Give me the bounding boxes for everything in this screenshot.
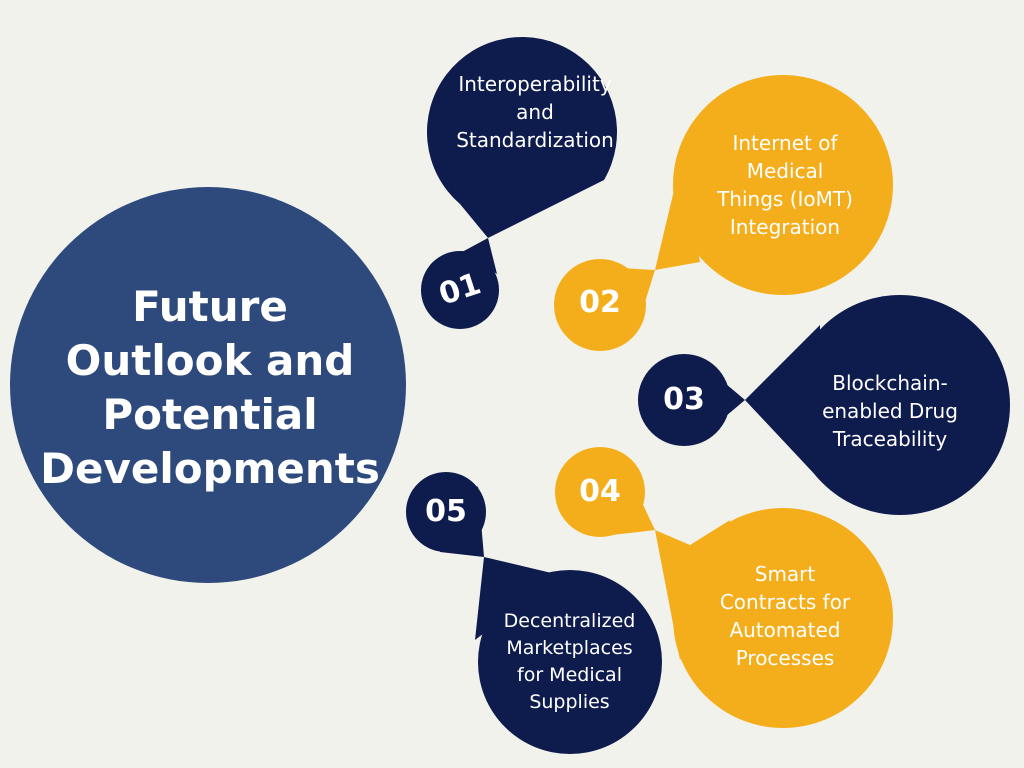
item-03-label-line: enabled Drug: [822, 399, 958, 423]
item-01-label-line: Standardization: [456, 128, 614, 152]
item-03-drop-tip: [745, 325, 820, 480]
item-03-number: 03: [663, 382, 705, 417]
item-05-number: 05: [425, 494, 467, 529]
item-03-drop-body: [790, 295, 1010, 515]
item-05-label-line: Supplies: [529, 691, 610, 713]
item-04-label-line: Automated: [729, 618, 841, 642]
main-title-line: Potential: [102, 390, 318, 439]
main-title-line: Outlook and: [65, 336, 355, 385]
item-02-label-line: Internet of: [732, 131, 838, 155]
item-02-number-circle: [554, 259, 646, 351]
item-05-label-line: Marketplaces: [506, 637, 633, 659]
main-title: Future Outlook and Potential Development…: [40, 280, 380, 496]
item-01-label: Interoperability and Standardization: [440, 70, 630, 154]
item-02-shape: [554, 75, 893, 351]
item-05-connector: [440, 486, 484, 557]
item-04-drop-tip: [655, 520, 730, 660]
item-02-drop-body: [673, 75, 893, 295]
item-03-label: Blockchain- enabled Drug Traceability: [795, 369, 985, 453]
item-04-label-line: Smart: [754, 562, 816, 586]
item-01-shape: [421, 37, 618, 329]
item-04-label-line: Processes: [735, 646, 835, 670]
item-01-connector: [462, 238, 497, 274]
item-01-label-line: and: [516, 100, 554, 124]
item-01-number-circle: [421, 251, 499, 329]
item-04-shape: [555, 447, 893, 728]
item-04-label-line: Contracts for: [719, 590, 851, 614]
item-04-drop-body: [673, 508, 893, 728]
item-05-shape: [406, 472, 662, 754]
item-02-label-line: Things (IoMT): [717, 187, 853, 211]
item-04-number: 04: [579, 474, 621, 509]
item-04-label: Smart Contracts for Automated Processes: [695, 560, 875, 672]
item-05-drop-tip: [475, 557, 560, 640]
item-02-number: 02: [579, 285, 621, 320]
item-02-drop-tip: [655, 165, 700, 270]
main-circle: [10, 187, 406, 583]
main-title-line: Developments: [40, 444, 380, 493]
item-02-label-line: Integration: [729, 215, 841, 239]
item-05-label-line: for Medical: [517, 664, 622, 686]
item-05-drop-body: [478, 570, 662, 754]
item-01-label-line: Interoperability: [458, 72, 612, 96]
item-04-connector: [612, 452, 655, 535]
item-02-label-line: Medical: [746, 159, 824, 183]
item-02-connector: [620, 268, 655, 318]
item-05-label: Decentralized Marketplaces for Medical S…: [482, 608, 657, 716]
item-03-connector: [700, 362, 745, 438]
item-01-drop: [427, 37, 618, 238]
main-title-line: Future: [132, 282, 288, 331]
item-03-label-line: Blockchain-: [832, 371, 948, 395]
item-02-label: Internet of Medical Things (IoMT) Integr…: [695, 129, 875, 241]
item-05-label-line: Decentralized: [503, 610, 636, 632]
item-03-shape: [638, 295, 1010, 515]
item-03-label-line: Traceability: [832, 427, 948, 451]
